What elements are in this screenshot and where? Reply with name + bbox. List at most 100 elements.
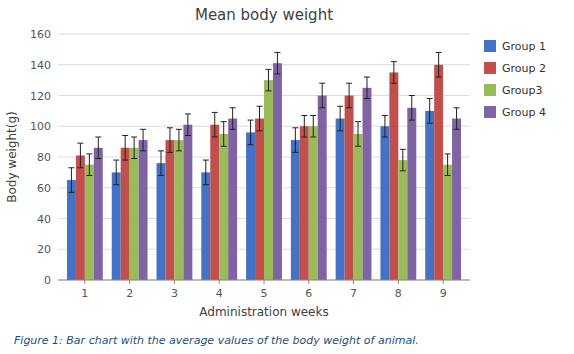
legend-swatch (484, 106, 496, 118)
error-stem (134, 137, 135, 159)
y-tick-label: 20 (37, 243, 51, 256)
error-cap (248, 120, 254, 121)
error-cap (113, 160, 119, 161)
error-bar (382, 115, 388, 137)
error-stem (384, 115, 385, 137)
bars (67, 52, 461, 280)
error-cap (310, 137, 316, 138)
error-bar (445, 154, 451, 176)
error-stem (268, 69, 269, 91)
error-bar (185, 114, 191, 136)
error-stem (250, 120, 251, 145)
legend-label: Group 4 (502, 106, 546, 119)
error-cap (427, 123, 433, 124)
y-tick-label: 0 (44, 274, 51, 287)
error-cap (409, 120, 415, 121)
y-tick-label: 140 (30, 59, 51, 72)
error-cap (212, 112, 218, 113)
bar (157, 163, 166, 280)
error-cap (319, 83, 325, 84)
error-bar (113, 160, 119, 185)
error-bar (346, 83, 352, 108)
bar (443, 165, 452, 280)
error-cap (122, 160, 128, 161)
error-cap (185, 113, 191, 114)
legend-swatch (484, 62, 496, 74)
bar (434, 65, 443, 280)
error-stem (358, 122, 359, 147)
error-cap (427, 98, 433, 99)
error-cap (167, 152, 173, 153)
bar (94, 148, 103, 280)
error-bar (292, 128, 298, 153)
bar (112, 172, 121, 280)
error-cap (391, 61, 397, 62)
error-cap (364, 98, 370, 99)
error-stem (349, 83, 350, 108)
error-cap (301, 115, 307, 116)
error-cap (230, 107, 236, 108)
x-tick-label: 2 (126, 287, 133, 300)
bar (336, 119, 345, 280)
error-cap (454, 129, 460, 130)
error-cap (77, 143, 83, 144)
y-axis-title: Body weight(g) (5, 111, 19, 203)
error-cap (77, 167, 83, 168)
error-cap (167, 127, 173, 128)
x-tick (84, 280, 85, 284)
error-cap (68, 167, 74, 168)
error-cap (400, 170, 406, 171)
bar (452, 119, 461, 280)
error-cap (382, 115, 388, 116)
error-bar (319, 83, 325, 108)
grid (58, 34, 470, 280)
error-cap (436, 52, 442, 53)
y-tick-label: 40 (37, 213, 51, 226)
error-cap (382, 137, 388, 138)
y-tick-label: 60 (37, 182, 51, 195)
bar (380, 126, 389, 280)
error-stem (367, 77, 368, 99)
error-cap (337, 130, 343, 131)
bar (363, 88, 372, 280)
error-cap (158, 175, 164, 176)
error-bar (77, 143, 83, 168)
legend-swatch (484, 40, 496, 52)
bar (300, 126, 309, 280)
error-stem (214, 112, 215, 137)
error-cap (131, 158, 137, 159)
error-stem (178, 129, 179, 151)
error-cap (337, 106, 343, 107)
error-bar (140, 129, 146, 151)
error-bar (230, 108, 236, 130)
error-cap (248, 144, 254, 145)
legend-label: Group3 (502, 84, 543, 97)
error-stem (89, 154, 90, 176)
error-stem (393, 62, 394, 84)
error-bar (203, 160, 209, 185)
bar (246, 132, 255, 280)
y-tick-label: 80 (37, 151, 51, 164)
bar (345, 96, 354, 281)
error-cap (445, 175, 451, 176)
error-cap (68, 192, 74, 193)
error-stem (125, 135, 126, 160)
error-stem (295, 128, 296, 153)
x-tick (264, 280, 265, 284)
x-tick-label: 1 (81, 287, 88, 300)
error-bar (158, 151, 164, 176)
x-tick-label: 4 (216, 287, 223, 300)
error-cap (409, 95, 415, 96)
error-bar (310, 115, 316, 137)
error-bar (436, 52, 442, 77)
error-cap (310, 115, 316, 116)
x-tick (174, 280, 175, 284)
legend-swatch (484, 84, 496, 96)
y-tick-label: 120 (30, 90, 51, 103)
bar (407, 108, 416, 280)
error-cap (113, 184, 119, 185)
bar (228, 119, 237, 280)
error-cap (274, 73, 280, 74)
x-tick-label: 8 (395, 287, 402, 300)
error-cap (346, 107, 352, 108)
